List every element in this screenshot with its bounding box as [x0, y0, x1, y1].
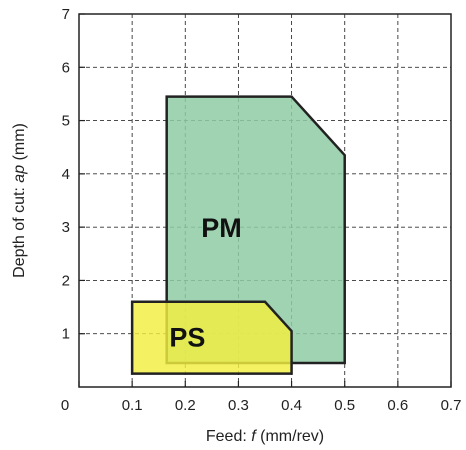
- x-tick-label-2: 0.2: [175, 397, 196, 414]
- region-label-pm: PM: [201, 213, 242, 243]
- x-tick-label-3: 0.3: [228, 397, 249, 414]
- x-axis-title: Feed: f (mm/rev): [206, 428, 324, 445]
- x-tick-label-1: 0.1: [122, 397, 143, 414]
- y-tick-label-1: 2: [62, 272, 70, 289]
- y-axis-title: Depth of cut: ap (mm): [11, 123, 28, 278]
- x-axis-title-prefix: Feed:: [206, 428, 251, 445]
- y-tick-label-2: 3: [62, 219, 70, 236]
- regions: PM PS: [130, 95, 346, 375]
- region-label-ps: PS: [169, 322, 205, 352]
- y-tick-label-0: 1: [62, 326, 70, 343]
- x-ticks: 0 0.1 0.2 0.3 0.4 0.5 0.6 0.7: [61, 381, 462, 414]
- region-ps: [130, 300, 293, 375]
- region-pm: [165, 95, 346, 365]
- y-axis-title-var: ap: [11, 165, 28, 183]
- y-tick-label-3: 4: [62, 166, 70, 183]
- plot-frame: [78, 13, 452, 388]
- x-tick-label-0: 0: [61, 397, 69, 414]
- x-tick-label-7: 0.7: [441, 397, 462, 414]
- y-tick-label-5: 6: [62, 59, 70, 76]
- y-axis-title-suffix: (mm): [11, 123, 28, 165]
- y-axis-title-prefix: Depth of cut:: [11, 183, 28, 278]
- y-tick-label-4: 5: [62, 113, 70, 130]
- x-tick-label-6: 0.6: [387, 397, 408, 414]
- x-tick-label-5: 0.5: [334, 397, 355, 414]
- y-ticks: 1 2 3 4 5 6 7: [62, 6, 85, 343]
- y-tick-label-6: 7: [62, 6, 70, 23]
- x-tick-label-4: 0.4: [281, 397, 302, 414]
- x-axis-title-var: f: [251, 428, 257, 445]
- x-axis-title-suffix: (mm/rev): [256, 428, 324, 445]
